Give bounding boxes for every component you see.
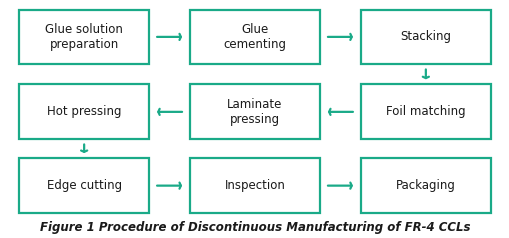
FancyBboxPatch shape xyxy=(360,10,490,64)
Text: Foil matching: Foil matching xyxy=(385,105,465,118)
FancyBboxPatch shape xyxy=(19,10,149,64)
Text: Figure 1 Procedure of Discontinuous Manufacturing of FR-4 CCLs: Figure 1 Procedure of Discontinuous Manu… xyxy=(40,221,469,234)
FancyBboxPatch shape xyxy=(189,10,320,64)
FancyBboxPatch shape xyxy=(360,158,490,213)
FancyBboxPatch shape xyxy=(19,158,149,213)
Text: Edge cutting: Edge cutting xyxy=(46,179,122,192)
FancyBboxPatch shape xyxy=(19,84,149,139)
Text: Hot pressing: Hot pressing xyxy=(47,105,121,118)
Text: Packaging: Packaging xyxy=(395,179,455,192)
Text: Inspection: Inspection xyxy=(224,179,285,192)
Text: Glue solution
preparation: Glue solution preparation xyxy=(45,23,123,51)
FancyBboxPatch shape xyxy=(189,84,320,139)
Text: Glue
cementing: Glue cementing xyxy=(223,23,286,51)
FancyBboxPatch shape xyxy=(360,84,490,139)
Text: Stacking: Stacking xyxy=(400,30,450,43)
Text: Laminate
pressing: Laminate pressing xyxy=(227,98,282,126)
FancyBboxPatch shape xyxy=(189,158,320,213)
